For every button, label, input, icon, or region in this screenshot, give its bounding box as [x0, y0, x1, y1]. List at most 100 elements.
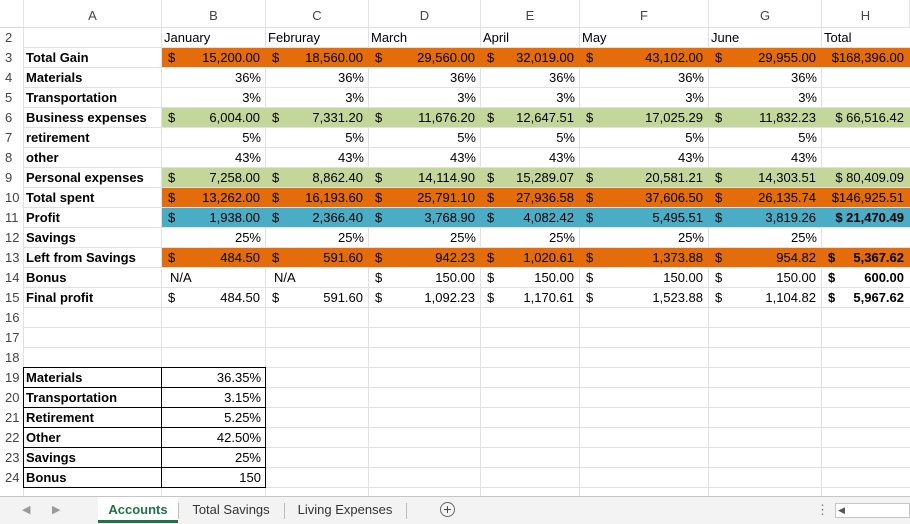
cell-percent[interactable]: 25% — [677, 230, 704, 245]
cell-percent[interactable]: 43% — [790, 150, 817, 165]
cell-currency[interactable]: $14,114.90 — [369, 168, 481, 188]
cell-currency[interactable]: $17,025.29 — [580, 108, 709, 128]
scroll-left-icon[interactable]: ◀ — [838, 505, 845, 515]
cell-label[interactable]: Business expenses — [26, 110, 147, 125]
cell-percent[interactable]: 43% — [337, 150, 364, 165]
cell-label[interactable]: Materials — [26, 70, 83, 85]
row-header[interactable]: 13 — [5, 250, 20, 265]
cell-month-header[interactable]: April — [483, 30, 510, 45]
spreadsheet-grid[interactable]: A B C D E F G H 2 January Februray March April May Jun… — [0, 0, 910, 496]
tab-scroll-left-icon[interactable]: ◀ — [22, 504, 31, 516]
cell-currency[interactable]: $6,004.00 — [162, 108, 266, 128]
row-header[interactable]: 21 — [5, 410, 20, 425]
tab-living-expenses[interactable]: Living Expenses — [297, 502, 393, 517]
cell-currency[interactable]: $27,936.58 — [481, 188, 580, 208]
cell-currency[interactable]: $ 21,470.49 — [822, 208, 910, 228]
cell-percent[interactable]: 36% — [337, 70, 364, 85]
row-header[interactable]: 19 — [5, 370, 20, 385]
tab-accounts[interactable]: Accounts — [98, 497, 178, 523]
cell-month-header[interactable]: June — [711, 30, 740, 45]
column-header-b[interactable]: B — [162, 0, 266, 28]
cell-currency[interactable]: $591.60 — [266, 248, 369, 268]
cell-month-header[interactable]: January — [164, 30, 211, 45]
cell-currency[interactable]: $2,366.40 — [266, 208, 369, 228]
cell-currency[interactable]: $ 66,516.42 — [822, 108, 910, 128]
cell-label[interactable]: Transportation — [26, 90, 118, 105]
cell-currency[interactable]: $1,104.82 — [709, 288, 822, 308]
cell-currency[interactable]: $3,819.26 — [709, 208, 822, 228]
cell-percent[interactable]: 25% — [548, 230, 575, 245]
cell-currency[interactable]: $150.00 — [481, 268, 580, 288]
cell-percent[interactable]: 3% — [242, 90, 261, 105]
row-header[interactable]: 8 — [5, 150, 13, 165]
cell-currency[interactable]: $168,396.00 — [822, 48, 910, 68]
select-all-corner[interactable] — [0, 0, 24, 28]
cell-percent[interactable]: 3% — [345, 90, 364, 105]
row-header[interactable]: 7 — [5, 130, 13, 145]
row-header[interactable]: 5 — [5, 90, 13, 105]
row-header[interactable]: 11 — [5, 210, 19, 225]
cell-percent[interactable]: 43% — [234, 150, 261, 165]
cell-currency[interactable]: $18,560.00 — [266, 48, 369, 68]
cell-label[interactable]: Savings — [26, 450, 76, 465]
cell-currency[interactable]: $1,092.23 — [369, 288, 481, 308]
row-header[interactable]: 22 — [5, 430, 20, 445]
cell-label[interactable]: Total Gain — [26, 50, 89, 65]
cell-label[interactable]: other — [26, 150, 59, 165]
cell-currency[interactable]: $7,258.00 — [162, 168, 266, 188]
cell-currency[interactable]: $7,331.20 — [266, 108, 369, 128]
cell-percent[interactable]: 36% — [449, 70, 476, 85]
cell-currency[interactable]: $11,832.23 — [709, 108, 822, 128]
cell-percent[interactable]: 43% — [449, 150, 476, 165]
cell-percent[interactable]: 3% — [798, 90, 817, 105]
cell-rate-value[interactable]: 150 — [239, 470, 261, 485]
cell-label[interactable]: Final profit — [26, 290, 94, 305]
column-header-h[interactable]: H — [822, 0, 910, 28]
cell-currency[interactable]: $29,560.00 — [369, 48, 481, 68]
cell-currency[interactable]: $484.50 — [162, 288, 266, 308]
cell-currency[interactable]: $29,955.00 — [709, 48, 822, 68]
row-header[interactable]: 15 — [5, 290, 20, 305]
row-header[interactable]: 12 — [5, 230, 20, 245]
column-header-f[interactable]: F — [580, 0, 709, 28]
row-header[interactable]: 23 — [5, 450, 20, 465]
cell-currency[interactable]: $954.82 — [709, 248, 822, 268]
cell-currency[interactable]: $13,262.00 — [162, 188, 266, 208]
cell-currency[interactable]: $591.60 — [266, 288, 369, 308]
cell-percent[interactable]: 3% — [685, 90, 704, 105]
cell-currency[interactable]: $600.00 — [822, 268, 910, 288]
cell-currency[interactable]: $5,495.51 — [580, 208, 709, 228]
cell-currency[interactable]: $20,581.21 — [580, 168, 709, 188]
cell-rate-value[interactable]: 3.15% — [224, 390, 261, 405]
cell-currency[interactable]: N/A — [162, 268, 266, 288]
row-header[interactable]: 2 — [5, 30, 13, 45]
cell-month-header[interactable]: Februray — [268, 30, 321, 45]
cell-currency[interactable]: $1,523.88 — [580, 288, 709, 308]
cell-label[interactable]: Personal expenses — [26, 170, 144, 185]
row-header[interactable]: 17 — [5, 330, 20, 345]
cell-currency[interactable]: $15,289.07 — [481, 168, 580, 188]
cell-rate-value[interactable]: 5.25% — [224, 410, 261, 425]
cell-currency[interactable]: $ 80,409.09 — [822, 168, 910, 188]
cell-label[interactable]: Bonus — [26, 270, 67, 285]
cell-label[interactable]: Other — [26, 430, 61, 445]
cell-currency[interactable]: $1,020.61 — [481, 248, 580, 268]
cell-percent[interactable]: 43% — [677, 150, 704, 165]
cell-percent[interactable]: 36% — [677, 70, 704, 85]
cell-currency[interactable]: $14,303.51 — [709, 168, 822, 188]
row-header[interactable]: 3 — [5, 50, 13, 65]
tab-total-savings[interactable]: Total Savings — [192, 502, 270, 517]
cell-currency[interactable]: $484.50 — [162, 248, 266, 268]
cell-currency[interactable]: $5,967.62 — [822, 288, 910, 308]
row-header[interactable]: 4 — [5, 70, 13, 85]
cell-percent[interactable]: 3% — [556, 90, 575, 105]
cell-percent[interactable]: 5% — [345, 130, 364, 145]
column-header-c[interactable]: C — [266, 0, 369, 28]
cell-currency[interactable]: $146,925.51 — [822, 188, 910, 208]
row-header[interactable]: 10 — [5, 190, 20, 205]
cell-label[interactable]: retirement — [26, 130, 90, 145]
more-options-icon[interactable]: ⋮ — [816, 502, 829, 517]
cell-month-header[interactable]: March — [371, 30, 408, 45]
column-header-g[interactable]: G — [709, 0, 822, 28]
cell-percent[interactable]: 5% — [242, 130, 261, 145]
